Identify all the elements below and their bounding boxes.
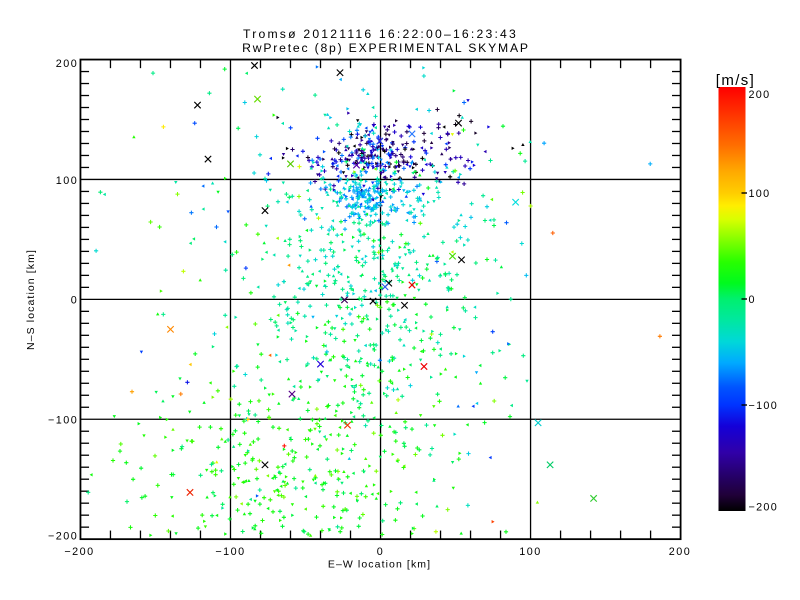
svg-text:0: 0 [377, 546, 385, 558]
svg-text:−200: −200 [64, 546, 94, 558]
svg-text:100: 100 [56, 175, 79, 187]
svg-text:100: 100 [519, 546, 542, 558]
svg-text:E–W location [km]: E–W location [km] [328, 559, 431, 571]
svg-text:Tromsø 20121116 16:22:00–16:23: Tromsø 20121116 16:22:00–16:23:43 [243, 27, 518, 41]
svg-text:100: 100 [749, 188, 771, 200]
svg-text:−200: −200 [48, 531, 78, 543]
svg-text:[m/s]: [m/s] [716, 72, 756, 89]
svg-text:N–S location [km]: N–S location [km] [25, 249, 37, 350]
svg-text:−100: −100 [749, 400, 779, 412]
svg-text:200: 200 [56, 58, 79, 70]
svg-text:200: 200 [749, 89, 771, 101]
svg-text:−100: −100 [48, 415, 78, 427]
svg-text:0: 0 [71, 295, 79, 307]
svg-text:RwPretec (8p) EXPERIMENTAL SKY: RwPretec (8p) EXPERIMENTAL SKYMAP [242, 41, 530, 55]
svg-text:−100: −100 [215, 546, 245, 558]
svg-text:−200: −200 [749, 501, 779, 513]
svg-text:200: 200 [669, 546, 692, 558]
svg-text:0: 0 [749, 294, 756, 306]
